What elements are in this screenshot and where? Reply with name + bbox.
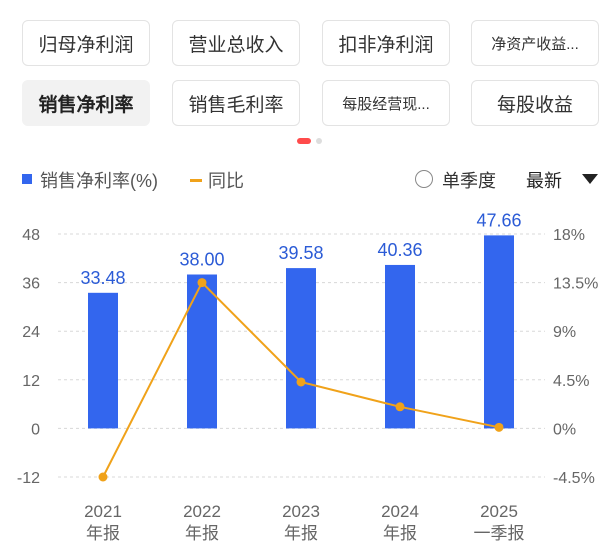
- y-right-tick-label: 0%: [553, 421, 576, 438]
- legend-bar-swatch: [22, 174, 32, 184]
- yoy-point: [494, 422, 504, 432]
- yoy-point: [296, 377, 306, 387]
- yoy-point: [197, 278, 207, 288]
- single-quarter-label[interactable]: 单季度: [442, 171, 496, 191]
- x-tick-label: 一季报: [474, 524, 525, 543]
- bar: [286, 268, 316, 429]
- legend-line-swatch: [190, 179, 202, 182]
- chevron-down-icon[interactable]: [582, 174, 598, 184]
- y-right-tick-label: -4.5%: [553, 470, 595, 487]
- x-tick-label: 2025: [480, 502, 518, 521]
- bar: [187, 274, 217, 429]
- legend-bar-label: 销售净利率(%): [40, 171, 158, 191]
- bar-value-label: 40.36: [377, 240, 422, 260]
- x-tick-label: 年报: [185, 524, 219, 543]
- y-right-tick-label: 13.5%: [553, 276, 598, 293]
- y-left-tick-label: 48: [22, 227, 40, 244]
- y-left-tick-label: 12: [22, 373, 40, 390]
- x-tick-label: 年报: [284, 524, 318, 543]
- sort-selector[interactable]: 最新: [526, 171, 562, 191]
- x-tick-label: 年报: [86, 524, 120, 543]
- yoy-point: [98, 472, 108, 482]
- x-tick-label: 2021: [84, 502, 122, 521]
- bar-value-label: 47.66: [476, 210, 521, 230]
- y-left-tick-label: -12: [17, 470, 40, 487]
- bar-value-label: 39.58: [278, 243, 323, 263]
- y-right-tick-label: 9%: [553, 324, 576, 341]
- x-tick-label: 2023: [282, 502, 320, 521]
- y-left-tick-label: 36: [22, 276, 40, 293]
- legend-line-label: 同比: [208, 171, 244, 191]
- x-tick-label: 2024: [381, 502, 419, 521]
- bar: [88, 292, 118, 429]
- x-tick-label: 年报: [383, 524, 417, 543]
- tab-operating-cashflow-per-share[interactable]: 每股经营现...: [322, 80, 450, 126]
- y-right-tick-label: 18%: [553, 227, 585, 244]
- single-quarter-radio[interactable]: [415, 170, 433, 188]
- bar-value-label: 33.48: [80, 268, 125, 288]
- bar: [484, 235, 514, 429]
- tab-gross-margin[interactable]: 销售毛利率: [172, 80, 300, 126]
- x-tick-label: 2022: [183, 502, 221, 521]
- tab-net-profit-margin[interactable]: 销售净利率: [22, 80, 150, 126]
- tab-deducted-net-profit[interactable]: 扣非净利润: [322, 20, 450, 66]
- y-left-tick-label: 0: [31, 421, 40, 438]
- y-right-tick-label: 4.5%: [553, 373, 589, 390]
- tab-roe[interactable]: 净资产收益...: [471, 20, 599, 66]
- y-left-tick-label: 24: [22, 324, 40, 341]
- bar-value-label: 38.00: [179, 250, 224, 270]
- tab-eps[interactable]: 每股收益: [471, 80, 599, 126]
- yoy-point: [395, 402, 405, 412]
- bar: [385, 264, 415, 429]
- tab-net-profit-attrib[interactable]: 归母净利润: [22, 20, 150, 66]
- page-indicator-active: [297, 138, 311, 144]
- page-indicator-inactive: [316, 138, 322, 144]
- tab-total-revenue[interactable]: 营业总收入: [172, 20, 300, 66]
